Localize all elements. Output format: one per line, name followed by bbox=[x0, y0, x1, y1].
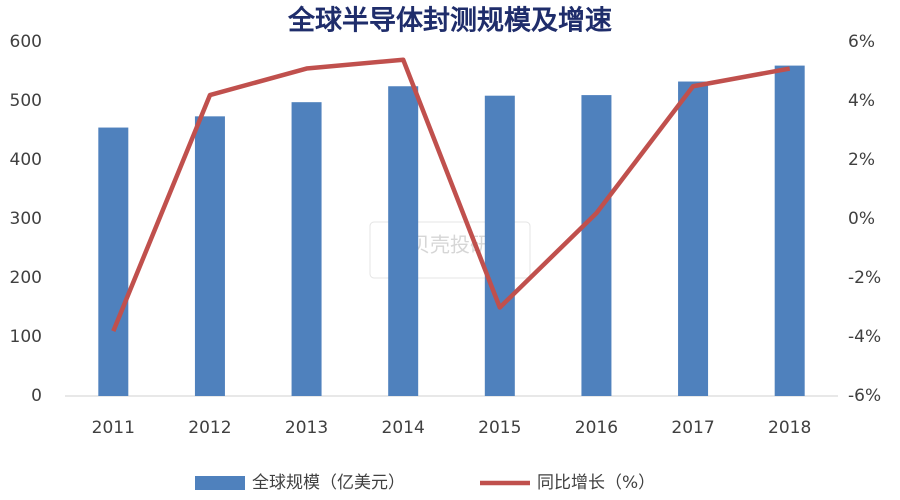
y-tick-label: 0 bbox=[31, 386, 42, 406]
y2-tick-label: 4% bbox=[848, 91, 875, 111]
x-tick-label: 2013 bbox=[285, 418, 328, 438]
y2-tick-label: -6% bbox=[848, 386, 881, 406]
y-tick-label: 100 bbox=[10, 327, 42, 347]
line bbox=[111, 57, 791, 332]
y2-tick-label: 6% bbox=[848, 32, 875, 52]
y-tick-label: 500 bbox=[10, 91, 42, 111]
watermark-box bbox=[369, 221, 531, 279]
chart-title: 全球半导体封测规模及增速 bbox=[287, 5, 612, 37]
x-tick-label: 2017 bbox=[671, 418, 714, 438]
bar bbox=[194, 116, 225, 396]
bar bbox=[581, 95, 612, 396]
legend-label: 同比增长（%） bbox=[537, 473, 655, 493]
y-tick-label: 300 bbox=[10, 209, 42, 229]
x-tick-label: 2015 bbox=[478, 418, 521, 438]
y2-tick-label: -4% bbox=[848, 327, 881, 347]
y2-tick-label: 0% bbox=[848, 209, 875, 229]
y-tick-label: 200 bbox=[10, 268, 42, 288]
x-tick-label: 2011 bbox=[92, 418, 135, 438]
y2-tick-label: 2% bbox=[848, 150, 875, 170]
legend-swatch bbox=[195, 476, 245, 490]
x-tick-label: 2012 bbox=[188, 418, 231, 438]
bar bbox=[484, 95, 515, 396]
y-tick-label: 400 bbox=[10, 150, 42, 170]
bar bbox=[98, 127, 129, 397]
bar bbox=[388, 86, 419, 396]
x-tick-label: 2014 bbox=[382, 418, 425, 438]
bar bbox=[678, 81, 709, 396]
y-tick-label: 600 bbox=[10, 32, 42, 52]
bar bbox=[774, 65, 805, 396]
bar bbox=[291, 102, 322, 397]
x-tick-label: 2016 bbox=[575, 418, 618, 438]
x-tick-label: 2018 bbox=[768, 418, 811, 438]
y2-tick-label: -2% bbox=[848, 268, 881, 288]
legend-label: 全球规模（亿美元） bbox=[252, 473, 405, 493]
